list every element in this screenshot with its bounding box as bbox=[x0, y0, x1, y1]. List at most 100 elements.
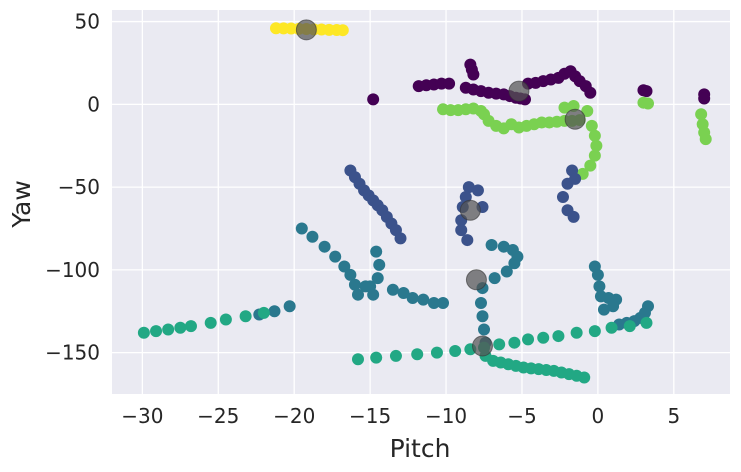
data-point bbox=[455, 224, 468, 237]
data-point bbox=[588, 325, 601, 338]
data-point bbox=[581, 104, 594, 117]
data-point bbox=[537, 331, 550, 344]
data-point bbox=[471, 184, 484, 197]
data-point bbox=[351, 288, 364, 301]
data-point bbox=[699, 133, 712, 146]
centroid-marker bbox=[295, 19, 317, 41]
data-point bbox=[485, 239, 498, 252]
data-point bbox=[150, 325, 163, 338]
data-point bbox=[443, 77, 456, 90]
data-point bbox=[344, 268, 357, 281]
data-point bbox=[478, 323, 491, 336]
data-point bbox=[174, 321, 187, 334]
y-tick-label: −50 bbox=[58, 175, 100, 199]
data-point bbox=[623, 320, 636, 333]
data-point bbox=[162, 323, 175, 336]
data-point bbox=[351, 353, 364, 366]
plot-background bbox=[112, 10, 730, 394]
data-point bbox=[306, 230, 319, 243]
data-point bbox=[371, 272, 384, 285]
data-point bbox=[584, 159, 597, 172]
y-tick-labels: 50 0 −50 −100 −150 bbox=[45, 10, 100, 365]
data-point bbox=[257, 306, 270, 319]
x-tick-label: 0 bbox=[592, 404, 605, 428]
data-point bbox=[367, 93, 380, 106]
data-point bbox=[578, 371, 591, 384]
data-point bbox=[336, 24, 349, 37]
data-point bbox=[584, 86, 597, 99]
data-point bbox=[558, 101, 571, 114]
centroid-marker bbox=[471, 335, 493, 357]
data-point bbox=[497, 240, 510, 253]
cluster-centroids bbox=[295, 19, 586, 357]
data-point bbox=[522, 333, 535, 346]
y-tick-label: −150 bbox=[45, 341, 100, 365]
data-point bbox=[488, 272, 501, 285]
x-tick-label: −20 bbox=[273, 404, 315, 428]
y-tick-label: −100 bbox=[45, 258, 100, 282]
centroid-marker bbox=[465, 269, 487, 291]
data-point bbox=[370, 351, 383, 364]
data-point bbox=[295, 222, 308, 235]
data-point bbox=[585, 119, 598, 132]
data-point bbox=[590, 139, 603, 152]
data-point bbox=[204, 316, 217, 329]
data-point bbox=[642, 97, 655, 110]
data-point bbox=[605, 321, 618, 334]
x-tick-label: −25 bbox=[197, 404, 239, 428]
data-point bbox=[467, 68, 480, 81]
data-point bbox=[417, 293, 430, 306]
data-point bbox=[370, 245, 383, 258]
data-point bbox=[184, 320, 197, 333]
data-point bbox=[373, 258, 386, 271]
data-point bbox=[367, 288, 380, 301]
data-point bbox=[449, 344, 462, 357]
data-point bbox=[508, 336, 521, 349]
data-point bbox=[640, 316, 653, 329]
data-point bbox=[397, 287, 410, 300]
data-point bbox=[588, 129, 601, 142]
data-point bbox=[567, 210, 580, 223]
y-tick-label: 50 bbox=[75, 10, 100, 34]
data-point bbox=[394, 232, 407, 245]
data-point bbox=[588, 149, 601, 162]
data-point bbox=[430, 346, 443, 359]
data-point bbox=[411, 348, 424, 361]
data-point bbox=[569, 172, 582, 185]
data-point bbox=[348, 278, 361, 291]
data-point bbox=[476, 310, 489, 323]
data-point bbox=[552, 330, 565, 343]
data-point bbox=[219, 313, 232, 326]
data-point bbox=[462, 181, 475, 194]
x-tick-label: −5 bbox=[507, 404, 536, 428]
data-point bbox=[556, 191, 569, 204]
data-point bbox=[508, 257, 521, 270]
data-point bbox=[591, 268, 604, 281]
data-point bbox=[570, 326, 583, 339]
data-point bbox=[268, 305, 281, 318]
centroid-marker bbox=[508, 80, 530, 102]
data-point bbox=[461, 234, 474, 247]
x-tick-labels: −30 −25 −20 −15 −10 −5 0 5 bbox=[121, 404, 680, 428]
data-point bbox=[500, 265, 513, 278]
x-tick-label: −10 bbox=[425, 404, 467, 428]
data-point bbox=[437, 296, 450, 309]
x-tick-label: −15 bbox=[349, 404, 391, 428]
x-axis-label: Pitch bbox=[390, 434, 451, 463]
data-point bbox=[338, 260, 351, 273]
data-point bbox=[318, 240, 331, 253]
data-point bbox=[698, 92, 711, 105]
data-point bbox=[329, 250, 342, 263]
data-point bbox=[389, 349, 402, 362]
data-point bbox=[359, 280, 372, 293]
data-point bbox=[474, 296, 487, 309]
data-point bbox=[239, 310, 252, 323]
centroid-marker bbox=[459, 199, 481, 221]
x-tick-label: 5 bbox=[667, 404, 680, 428]
y-axis-label: Yaw bbox=[7, 180, 36, 229]
data-point bbox=[283, 300, 296, 313]
data-point bbox=[427, 296, 440, 309]
y-tick-label: 0 bbox=[87, 92, 100, 116]
x-tick-label: −30 bbox=[121, 404, 163, 428]
